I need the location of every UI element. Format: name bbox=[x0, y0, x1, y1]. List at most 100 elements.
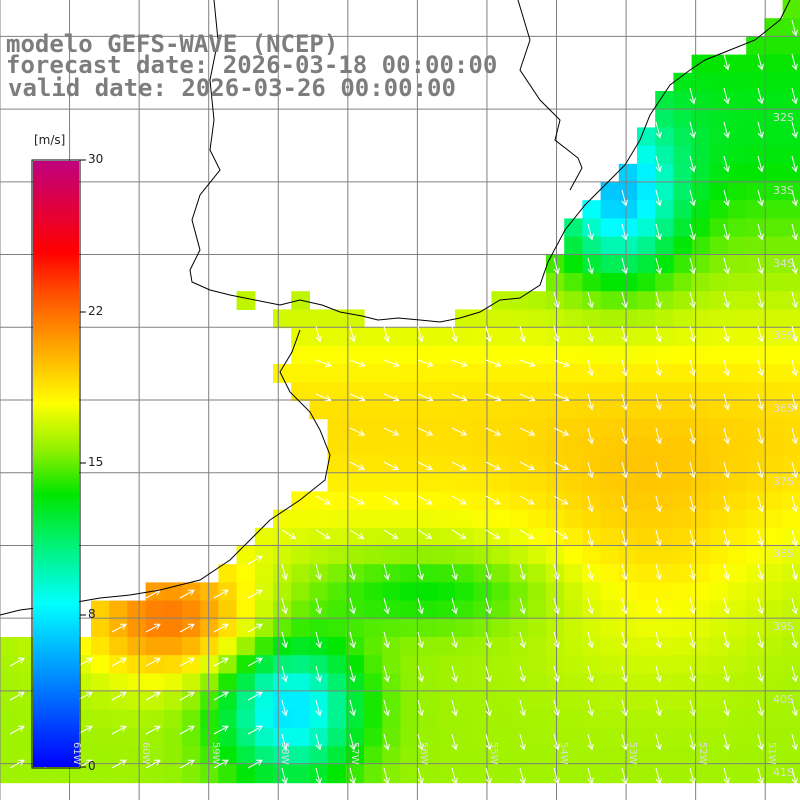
wind-arrow bbox=[791, 189, 798, 207]
wind-speed-cell bbox=[236, 582, 256, 602]
wind-speed-cell bbox=[709, 746, 729, 765]
wind-speed-cell bbox=[673, 673, 693, 693]
wind-speed-cell bbox=[291, 345, 310, 365]
wind-arrow bbox=[247, 555, 263, 565]
wind-arrow bbox=[655, 495, 662, 513]
wind-speed-cell bbox=[582, 564, 602, 583]
wind-arrow bbox=[349, 767, 356, 785]
wind-arrow bbox=[655, 427, 662, 445]
wind-speed-cell bbox=[637, 163, 656, 183]
wind-arrow bbox=[757, 631, 764, 649]
wind-speed-cell bbox=[527, 764, 547, 784]
wind-speed-cell bbox=[782, 455, 800, 474]
longitude-label: 53W bbox=[627, 742, 639, 765]
wind-speed-cell bbox=[709, 218, 729, 238]
latitude-label: 38S bbox=[773, 547, 794, 561]
wind-speed-cell bbox=[418, 709, 438, 729]
longitude-label: 54W bbox=[557, 742, 569, 765]
wind-speed-cell bbox=[382, 327, 401, 347]
wind-speed-cell bbox=[400, 637, 420, 656]
wind-speed-cell bbox=[291, 564, 310, 583]
wind-arrow bbox=[383, 563, 390, 581]
wind-arrow bbox=[179, 691, 195, 701]
wind-speed-cell bbox=[709, 109, 729, 128]
wind-speed-cell bbox=[655, 182, 674, 201]
wind-speed-cell bbox=[327, 582, 347, 602]
wind-speed-cell bbox=[364, 618, 383, 638]
wind-speed-cell bbox=[0, 728, 19, 747]
wind-arrow bbox=[587, 257, 594, 275]
wind-speed-cell bbox=[728, 618, 747, 638]
wind-speed-cell bbox=[18, 764, 37, 784]
wind-speed-cell bbox=[455, 655, 474, 674]
wind-speed-cell bbox=[782, 345, 800, 365]
wind-speed-cell bbox=[309, 764, 329, 784]
wind-speed-cell bbox=[655, 764, 674, 784]
wind-speed-cell bbox=[655, 163, 674, 183]
wind-speed-cell bbox=[145, 582, 165, 602]
wind-arrow bbox=[315, 325, 322, 343]
wind-speed-cell bbox=[309, 309, 329, 329]
wind-speed-cell bbox=[473, 345, 492, 365]
wind-speed-cell bbox=[418, 600, 438, 620]
wind-arrow bbox=[621, 733, 628, 751]
wind-arrow bbox=[553, 529, 569, 540]
wind-arrow bbox=[349, 665, 356, 683]
wind-arrow bbox=[111, 691, 127, 701]
wind-speed-cell bbox=[746, 309, 765, 329]
wind-speed-cell bbox=[709, 345, 729, 365]
wind-speed-cell bbox=[564, 473, 583, 492]
wind-speed-cell bbox=[691, 728, 711, 747]
wind-speed-cell bbox=[327, 746, 347, 765]
wind-speed-cell bbox=[200, 637, 219, 656]
wind-speed-cell bbox=[764, 436, 784, 456]
wind-speed-cell bbox=[491, 309, 511, 329]
wind-speed-cell bbox=[254, 637, 274, 656]
wind-speed-cell bbox=[637, 400, 656, 420]
wind-speed-cell bbox=[509, 546, 529, 565]
wind-speed-cell bbox=[491, 673, 511, 693]
wind-speed-cell bbox=[527, 673, 547, 693]
wind-speed-cell bbox=[527, 637, 547, 656]
wind-speed-cell bbox=[691, 91, 711, 110]
wind-speed-cell bbox=[655, 746, 674, 765]
wind-speed-cell bbox=[364, 509, 383, 529]
wind-speed-cell bbox=[782, 18, 800, 37]
wind-speed-cell bbox=[382, 746, 401, 765]
wind-speed-cell bbox=[582, 218, 602, 238]
wind-speed-cell bbox=[0, 764, 19, 784]
wind-speed-cell bbox=[564, 691, 583, 711]
wind-speed-cell bbox=[309, 509, 329, 529]
wind-speed-cell bbox=[418, 436, 438, 456]
wind-speed-cell bbox=[728, 182, 747, 201]
wind-arrow bbox=[451, 631, 458, 649]
wind-speed-cell bbox=[273, 746, 292, 765]
wind-speed-cell bbox=[764, 582, 784, 602]
wind-speed-cell bbox=[400, 364, 420, 383]
wind-speed-cell bbox=[291, 382, 310, 401]
wind-speed-cell bbox=[691, 182, 711, 201]
wind-speed-cell bbox=[491, 655, 511, 674]
wind-speed-cell bbox=[436, 746, 456, 765]
wind-arrow bbox=[383, 529, 399, 540]
wind-arrow bbox=[689, 767, 696, 785]
wind-speed-cell bbox=[527, 527, 547, 547]
wind-speed-cell bbox=[728, 291, 747, 310]
wind-speed-cell bbox=[764, 382, 784, 401]
wind-speed-cell bbox=[691, 72, 711, 92]
wind-arrow bbox=[587, 495, 594, 513]
wind-arrow bbox=[757, 291, 764, 309]
wind-speed-cell bbox=[509, 746, 529, 765]
wind-speed-cell bbox=[618, 637, 638, 656]
wind-arrow bbox=[757, 155, 764, 173]
wind-arrow bbox=[553, 563, 560, 581]
wind-arrow bbox=[247, 691, 263, 701]
wind-speed-cell bbox=[455, 382, 474, 401]
wind-speed-cell bbox=[764, 91, 784, 110]
wind-speed-cell bbox=[655, 546, 674, 565]
wind-arrow bbox=[553, 767, 560, 785]
wind-speed-cell bbox=[637, 327, 656, 347]
wind-arrow bbox=[791, 461, 798, 479]
wind-arrow bbox=[383, 461, 400, 471]
wind-speed-cell bbox=[145, 655, 165, 674]
